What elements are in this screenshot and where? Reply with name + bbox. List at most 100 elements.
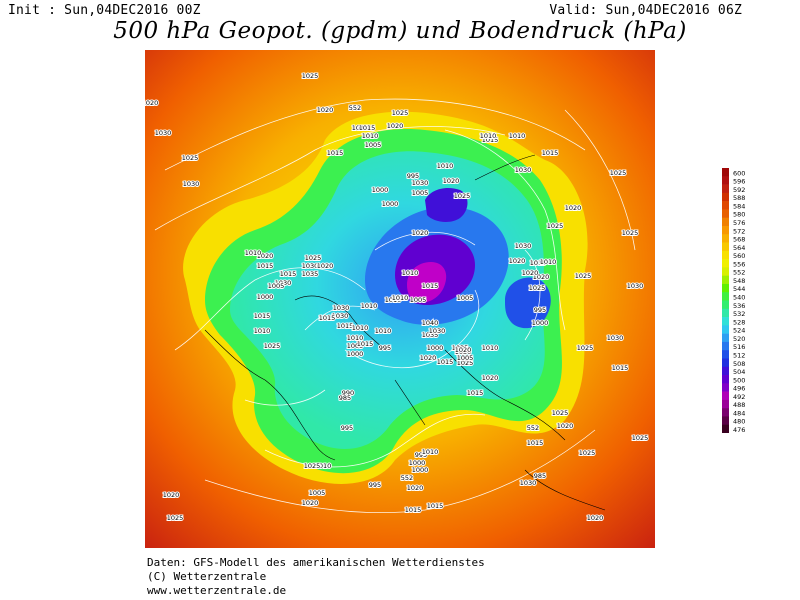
isobar-label: 1020 (455, 346, 472, 354)
legend-label: 600 (733, 169, 745, 177)
isobar-label: 1010 (540, 258, 557, 266)
isobar-label: 1030 (302, 262, 319, 270)
isobar-label: 1015 (357, 340, 374, 348)
isobar-label: 1025 (302, 72, 319, 80)
isobar-label: 1025 (622, 229, 639, 237)
isobar-label: 1030 (627, 282, 644, 290)
isobar-label: 995 (415, 451, 427, 459)
isobar-label: 1010 (352, 324, 369, 332)
legend-label: 556 (733, 260, 745, 268)
legend-label: 524 (733, 327, 745, 335)
legend-swatch (722, 267, 729, 276)
legend-label: 544 (733, 285, 745, 293)
legend-label: 532 (733, 310, 745, 318)
isobar-label: 1010 (254, 327, 271, 335)
legend-label: 484 (733, 409, 745, 417)
isobar-label: 1025 (577, 344, 594, 352)
valid-time: Valid: Sun,04DEC2016 06Z (549, 3, 742, 18)
legend-swatch (722, 416, 729, 426)
legend-label: 580 (733, 211, 745, 219)
legend-swatch (722, 317, 729, 326)
legend-swatch (722, 358, 729, 368)
coastlines (204, 154, 606, 511)
isobar-label: 1010 (362, 132, 379, 140)
legend-swatch (722, 350, 729, 359)
isobar-label: 1015 (427, 502, 444, 510)
legend-swatch (722, 424, 729, 433)
isobar-label: 1000 (257, 293, 274, 301)
legend-label: 536 (733, 302, 745, 310)
isobar-label: 1025 (547, 222, 564, 230)
isobar-label: 1020 (412, 229, 429, 237)
isobar-label: 1030 (155, 129, 172, 137)
isobar-label: 1010 (509, 132, 526, 140)
isobar-label: 1015 (254, 312, 271, 320)
footer-url: www.wetterzentrale.de (147, 584, 287, 597)
legend-label: 512 (733, 351, 745, 359)
legend-label: 480 (733, 418, 745, 426)
isobar-label: 1010 (385, 296, 402, 304)
legend-label: 520 (733, 335, 745, 343)
legend-swatch (722, 192, 729, 202)
isobar-label: 1005 (410, 296, 427, 304)
isobar-label: 1000 (409, 459, 426, 467)
footer-copyright: (C) Wetterzentrale (147, 570, 267, 583)
isobar-label: 1025 (454, 192, 471, 200)
legend-label: 572 (733, 227, 745, 235)
geopotential-fill (145, 50, 655, 548)
isobar-label: 985 (534, 472, 546, 480)
isobar-label: 1020 (407, 484, 424, 492)
isobar-label: 1015 (530, 259, 547, 267)
legend-label: 516 (733, 343, 745, 351)
legend-swatch (722, 176, 729, 185)
footer-source: Daten: GFS-Modell des amerikanischen Wet… (147, 556, 485, 569)
isobar-label: 1030 (333, 304, 350, 312)
legend-label: 588 (733, 194, 745, 202)
legend-swatch (722, 259, 729, 268)
legend-swatch (722, 283, 729, 293)
legend-label: 496 (733, 385, 745, 393)
isobar-label: 1030 (607, 334, 624, 342)
isobar-label: 552 (527, 424, 539, 432)
isobar-label: 995 (534, 306, 546, 314)
isobar-label: 985 (339, 394, 351, 402)
isobar-label: 1030 (392, 294, 409, 302)
isobar-label: 1025 (167, 514, 184, 522)
legend-label: 540 (733, 294, 745, 302)
isobar-label: 1015 (359, 124, 376, 132)
isobar-label: 1005 (457, 354, 474, 362)
legend-swatch (722, 300, 729, 310)
legend-label: 584 (733, 202, 745, 210)
isobar-label: 1015 (337, 322, 354, 330)
legend-label: 504 (733, 368, 745, 376)
isobar-label: 1030 (183, 180, 200, 188)
legend-label: 552 (733, 269, 745, 277)
isobar-label: 1020 (317, 106, 334, 114)
legend-label: 500 (733, 376, 745, 384)
isobar-label: 1015 (405, 506, 422, 514)
isobar-label: 1015 (319, 314, 336, 322)
isobar-label: 1030 (412, 179, 429, 187)
isobar-label: 1020 (443, 177, 460, 185)
legend-swatch (722, 375, 729, 384)
isobar-label: 1015 (467, 389, 484, 397)
legend-swatch (722, 250, 729, 260)
isobar-label: 1010 (392, 294, 409, 302)
isobar-label: 1010 (361, 302, 378, 310)
isobar-label: 1015 (280, 270, 297, 278)
isobar-label: 1025 (392, 109, 409, 117)
legend-label: 488 (733, 401, 745, 409)
isobars (154, 98, 636, 514)
isobar-label: 1020 (387, 122, 404, 130)
isobar-label: 1020 (257, 252, 274, 260)
isobar-label: 1020 (509, 257, 526, 265)
isobar-label: 1025 (182, 154, 199, 162)
legend-swatch (722, 275, 729, 285)
isobar-label: 1010 (402, 269, 419, 277)
isobar-label: 1015 (527, 439, 544, 447)
legend-swatch (722, 209, 729, 218)
isobar-label: 1000 (347, 350, 364, 358)
isobar-label: 1025 (632, 434, 649, 442)
legend-swatch (722, 292, 729, 301)
isobar-label: 1005 (309, 489, 326, 497)
